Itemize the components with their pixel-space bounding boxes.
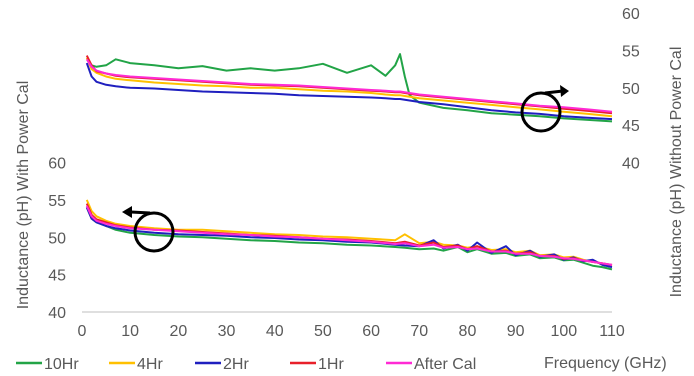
- right-y-tick-label: 40: [622, 156, 640, 173]
- x-tick-label: 70: [410, 323, 428, 340]
- left-axis-circle: [133, 211, 175, 253]
- left-y-tick-label: 40: [48, 305, 66, 322]
- x-tick-label: 110: [599, 323, 625, 340]
- x-tick-labels: 0 10 20 30 40 50 60 70 80 90 100 110: [78, 323, 625, 340]
- left-y-tick-labels: 40 45 50 55 60: [48, 156, 66, 323]
- series-line-left-after-cal: [85, 205, 613, 266]
- left-y-axis-title: Inductance (pH) With Power Cal: [15, 81, 32, 310]
- legend-label: 1Hr: [318, 356, 344, 373]
- right-axis-circle: [520, 91, 562, 133]
- legend-label: 10Hr: [44, 356, 79, 373]
- x-tick-label: 80: [459, 323, 477, 340]
- x-tick-label: 100: [550, 323, 577, 340]
- legend-label: 4Hr: [137, 356, 163, 373]
- x-tick-label: 30: [218, 323, 236, 340]
- x-tick-label: 40: [266, 323, 284, 340]
- right-axis-arrow-icon: [544, 89, 564, 95]
- series-lines: [85, 53, 613, 271]
- left-y-tick-label: 50: [48, 230, 66, 247]
- left-axis-arrowhead-icon: [122, 206, 132, 218]
- right-y-axis-title: Inductance (pH) Without Power Cal: [668, 47, 685, 298]
- series-line-right-4hr: [85, 57, 613, 118]
- right-y-tick-labels: 40 45 50 55 60: [622, 6, 640, 173]
- x-tick-label: 0: [78, 323, 87, 340]
- legend-label: After Cal: [414, 356, 476, 373]
- right-axis-indicator: [520, 85, 569, 133]
- right-y-tick-label: 50: [622, 81, 640, 98]
- x-tick-label: 10: [121, 323, 139, 340]
- x-axis-title: Frequency (GHz): [544, 355, 667, 372]
- left-y-tick-label: 55: [48, 193, 66, 210]
- right-y-tick-label: 45: [622, 118, 640, 135]
- series-line-right-2hr: [85, 62, 613, 121]
- x-tick-label: 60: [362, 323, 380, 340]
- x-tick-label: 50: [314, 323, 332, 340]
- series-line-right-after-cal: [85, 58, 613, 113]
- legend-label: 2Hr: [223, 356, 249, 373]
- x-tick-label: 20: [169, 323, 187, 340]
- right-y-tick-label: 55: [622, 43, 640, 60]
- right-y-tick-label: 60: [622, 6, 640, 23]
- right-axis-arrowhead-icon: [560, 85, 569, 97]
- x-tick-label: 90: [507, 323, 525, 340]
- left-y-tick-label: 60: [48, 156, 66, 173]
- left-y-tick-label: 45: [48, 268, 66, 285]
- series-line-right-10hr: [85, 53, 613, 123]
- series-line-left-2hr: [85, 207, 613, 269]
- legend: 10Hr 4Hr 2Hr 1Hr After Cal: [16, 356, 476, 373]
- left-axis-arrow-icon: [130, 210, 151, 215]
- left-axis-indicator: [122, 206, 175, 253]
